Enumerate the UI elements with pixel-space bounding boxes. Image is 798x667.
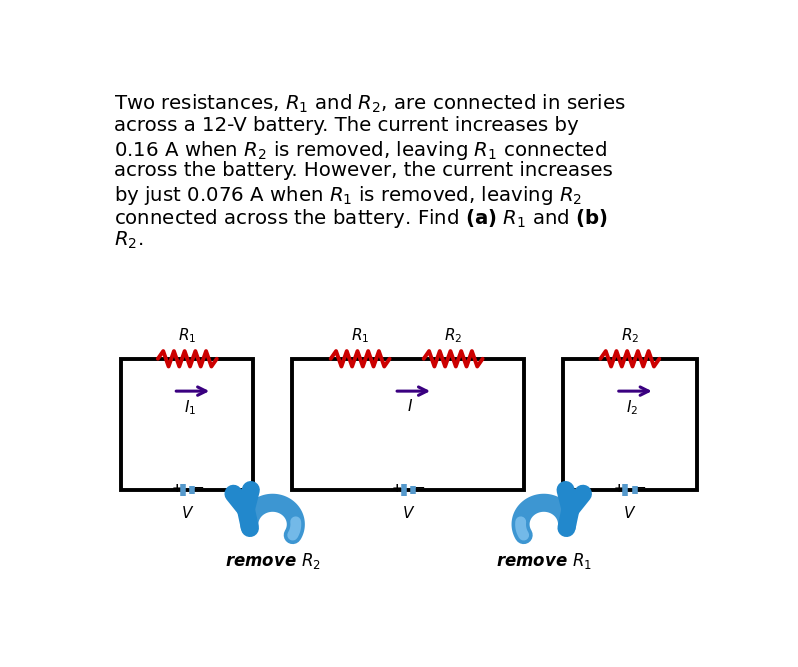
- Text: connected across the battery. Find $\mathbf{(a)}$ $R_1$ and $\mathbf{(b)}$: connected across the battery. Find $\mat…: [113, 207, 608, 229]
- Bar: [121, 359, 253, 490]
- Text: +: +: [614, 482, 624, 495]
- Bar: [292, 359, 524, 490]
- Text: $V$: $V$: [623, 505, 637, 521]
- Text: $I$: $I$: [408, 398, 413, 414]
- Text: $V$: $V$: [401, 505, 415, 521]
- Text: across the battery. However, the current increases: across the battery. However, the current…: [113, 161, 613, 180]
- Bar: [563, 359, 697, 490]
- Text: +: +: [171, 482, 182, 495]
- Text: $R_2$: $R_2$: [621, 326, 639, 345]
- Text: Two resistances, $R_1$ and $R_2$, are connected in series: Two resistances, $R_1$ and $R_2$, are co…: [113, 93, 626, 115]
- Text: −: −: [413, 481, 425, 495]
- Text: $I_2$: $I_2$: [626, 398, 638, 417]
- Text: +: +: [392, 482, 403, 495]
- Text: $R_1$: $R_1$: [178, 326, 196, 345]
- Text: −: −: [192, 481, 204, 495]
- Text: $R_2$.: $R_2$.: [113, 229, 143, 251]
- Text: $I_1$: $I_1$: [184, 398, 196, 417]
- Text: $R_1$: $R_1$: [351, 326, 369, 345]
- Text: −: −: [635, 481, 646, 495]
- Text: remove $R_2$: remove $R_2$: [224, 552, 321, 571]
- Text: by just 0.076 A when $R_1$ is removed, leaving $R_2$: by just 0.076 A when $R_1$ is removed, l…: [113, 184, 582, 207]
- Text: $V$: $V$: [180, 505, 194, 521]
- Text: remove $R_1$: remove $R_1$: [496, 552, 592, 571]
- Text: $R_2$: $R_2$: [444, 326, 462, 345]
- Text: 0.16 A when $R_2$ is removed, leaving $R_1$ connected: 0.16 A when $R_2$ is removed, leaving $R…: [113, 139, 606, 161]
- Text: across a 12-V battery. The current increases by: across a 12-V battery. The current incre…: [113, 116, 579, 135]
